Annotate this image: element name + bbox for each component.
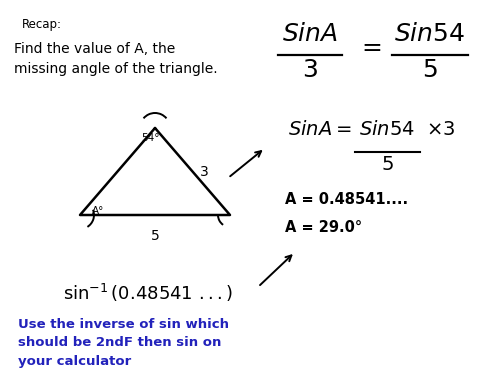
Text: $\times 3$: $\times 3$	[426, 120, 455, 139]
Text: $\mathit{SinA} =$: $\mathit{SinA} =$	[288, 120, 352, 139]
Text: Use the inverse of sin which
should be 2ndF then sin on
your calculator: Use the inverse of sin which should be 2…	[18, 318, 229, 368]
Text: Recap:: Recap:	[22, 18, 62, 31]
Text: $3$: $3$	[302, 58, 318, 82]
Text: $\mathit{Sin54}$: $\mathit{Sin54}$	[394, 22, 466, 46]
Text: $=$: $=$	[358, 34, 382, 58]
Text: $5$: $5$	[422, 58, 438, 82]
Text: $\sin^{-1}(0.48541\ ...)$: $\sin^{-1}(0.48541\ ...)$	[63, 282, 233, 304]
Text: 5: 5	[150, 229, 160, 243]
Text: $\mathit{SinA}$: $\mathit{SinA}$	[282, 22, 338, 46]
Text: 3: 3	[200, 165, 208, 178]
Text: 54°: 54°	[141, 133, 160, 143]
Text: Find the value of A, the
missing angle of the triangle.: Find the value of A, the missing angle o…	[14, 42, 218, 76]
Text: $5$: $5$	[380, 155, 394, 174]
Text: A = 0.48541....: A = 0.48541....	[285, 192, 408, 207]
Text: $\mathit{Sin54}$: $\mathit{Sin54}$	[359, 120, 415, 139]
Text: A°: A°	[92, 206, 104, 216]
Text: A = 29.0°: A = 29.0°	[285, 220, 362, 235]
